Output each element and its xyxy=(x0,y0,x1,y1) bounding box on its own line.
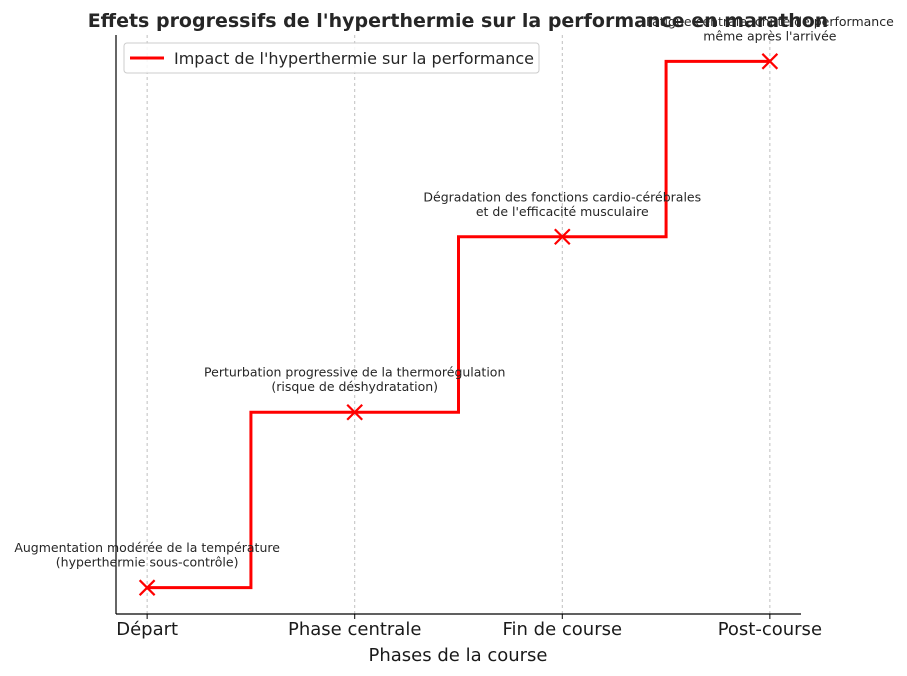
axes-layer: Départ Phase centrale Fin de course Post-co… xyxy=(115,35,822,640)
legend: Impact de l'hyperthermie sur la performa… xyxy=(123,42,540,74)
annotation-layer: Augmentation modérée de la température(h… xyxy=(14,14,894,570)
series-layer xyxy=(138,53,779,596)
x-tick-label: Post-course xyxy=(718,619,822,640)
data-point-marker xyxy=(761,53,779,70)
annotation-text: (hyperthermie sous-contrôle) xyxy=(56,555,239,570)
x-axis-label: Phases de la course xyxy=(369,645,548,666)
x-tick-label: Fin de course xyxy=(502,619,622,640)
chart-title: Effets progressifs de l'hyperthermie sur… xyxy=(88,10,829,32)
x-tick-label: Phase centrale xyxy=(288,619,421,640)
data-point-marker xyxy=(554,228,571,246)
data-point-marker xyxy=(346,403,363,421)
annotation-text: même après l'arrivée xyxy=(703,28,837,43)
legend-label: Impact de l'hyperthermie sur la performa… xyxy=(174,49,534,68)
annotation-text: Dégradation des fonctions cardio-cérébra… xyxy=(423,189,701,204)
legend-box xyxy=(123,42,540,74)
annotation-text: et de l'efficacité musculaire xyxy=(476,204,649,219)
annotation-text: Perturbation progressive de la thermorég… xyxy=(204,365,505,380)
annotation-text: Fatigue centrale, chute de performance xyxy=(646,14,894,29)
annotation-text: Augmentation modérée de la température xyxy=(14,540,280,555)
series-line xyxy=(147,59,770,590)
x-tick-label: Départ xyxy=(116,619,178,640)
annotation-text: (risque de déshydratation) xyxy=(271,379,438,394)
data-point-marker xyxy=(138,579,156,596)
grid-layer xyxy=(146,35,771,614)
